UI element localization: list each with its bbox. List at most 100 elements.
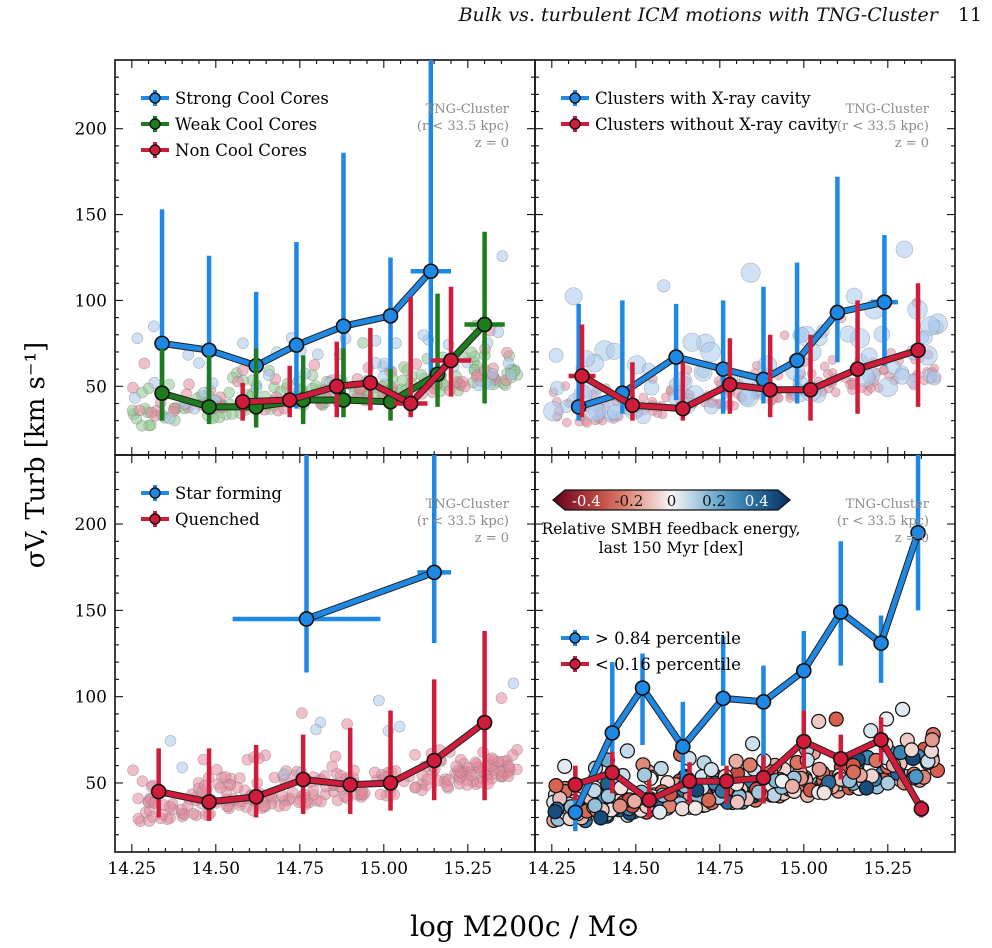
background-scatter-point <box>128 392 141 404</box>
panel-top-left <box>154 60 505 428</box>
legend-label: < 0.16 percentile <box>595 655 741 674</box>
legend-label: Star forming <box>175 484 282 503</box>
data-point <box>722 376 738 393</box>
data-point <box>681 773 698 790</box>
data-point <box>382 308 399 324</box>
series-line <box>158 720 487 805</box>
panel-annotation: TNG-Cluster <box>846 102 930 117</box>
background-scatter-point <box>894 368 911 385</box>
background-scatter-point <box>557 758 573 775</box>
background-scatter-point <box>132 792 144 805</box>
background-scatter-point <box>331 794 344 807</box>
background-scatter-point <box>561 417 572 428</box>
data-point <box>328 378 345 395</box>
series-quenched <box>150 631 493 821</box>
background-scatter-point <box>183 378 195 391</box>
panel-annotation: z = 0 <box>475 136 509 151</box>
colorbar: -0.4 -0.2 0 0.2 0.4 Relative SMBH feedback en… <box>542 489 801 557</box>
series-clusters-with-x-ray-cavity <box>570 176 898 421</box>
y-tick-label: 200 <box>75 515 107 535</box>
data-point <box>154 335 170 352</box>
panel-annotation: z = 0 <box>475 531 509 546</box>
x-tick-label: 14.25 <box>107 859 156 879</box>
background-scatter-point <box>373 694 385 707</box>
data-point <box>795 733 812 750</box>
background-scatter-point <box>548 347 564 363</box>
background-scatter-point <box>828 711 844 727</box>
background-scatter-point <box>131 332 144 345</box>
background-scatter-point <box>164 800 176 813</box>
data-point <box>604 764 621 781</box>
frames-layer <box>114 59 956 853</box>
colorbar-bar <box>551 489 792 511</box>
background-scatter-point <box>626 793 643 809</box>
background-scatter-point <box>880 775 896 791</box>
x-tick-label: 14.50 <box>611 859 660 879</box>
background-scatter-point <box>548 777 564 794</box>
background-scatter-point <box>469 756 482 769</box>
background-scatter-point <box>465 769 477 781</box>
background-scatter-point <box>845 287 863 305</box>
scatter-cloud-tl <box>126 250 524 432</box>
background-scatter-point <box>214 782 227 794</box>
series-0-84-percentile <box>567 455 926 832</box>
background-scatter-point <box>878 377 898 398</box>
legend-label: Clusters with X-ray cavity <box>595 89 811 108</box>
legend-marker <box>569 92 581 104</box>
data-point <box>849 361 866 377</box>
panel-annotation: (r < 33.5 kpc) <box>837 514 929 529</box>
data-point <box>715 690 731 707</box>
data-point <box>201 794 217 810</box>
background-scatter-point <box>132 812 145 825</box>
legend-label: Non Cool Cores <box>175 141 307 160</box>
background-scatter-point <box>486 368 499 380</box>
background-scatter-point <box>374 788 387 801</box>
legend-marker <box>569 118 581 130</box>
data-point <box>154 385 170 401</box>
background-scatter-point <box>729 794 746 810</box>
background-scatter-point <box>619 743 636 759</box>
background-scatter-point <box>742 757 758 773</box>
data-point <box>426 564 443 581</box>
background-scatter-point <box>501 346 513 359</box>
series-star-forming <box>232 455 451 673</box>
background-scatter-point <box>133 404 146 417</box>
data-point <box>426 752 443 769</box>
series-line <box>305 570 436 622</box>
background-scatter-point <box>311 348 324 361</box>
panel-frame-br <box>534 454 956 853</box>
data-point <box>248 788 264 805</box>
colorbar-label: Relative SMBH feedback energy, <box>542 520 801 538</box>
panel-annotation: TNG-Cluster <box>426 497 510 512</box>
background-scatter-point <box>926 370 942 386</box>
data-point <box>234 393 251 410</box>
legend-label: Strong Cool Cores <box>175 89 329 108</box>
background-scatter-point <box>547 804 563 820</box>
background-scatter-point <box>635 409 651 425</box>
colorbar-tick-label: -0.2 <box>614 492 643 510</box>
data-point <box>624 397 641 413</box>
background-scatter-point <box>329 750 342 763</box>
panel-annotation: (r < 33.5 kpc) <box>417 514 509 529</box>
y-tick-label: 50 <box>85 377 107 397</box>
background-scatter-point <box>450 760 462 773</box>
background-scatter-point <box>701 792 717 808</box>
background-scatter-point <box>496 250 509 262</box>
background-scatter-point <box>138 357 151 370</box>
background-scatter-point <box>687 800 704 816</box>
axis-layer: 50 100 150 200 50 100 150 200 14.25 14.50 14.75 15.… <box>21 120 912 943</box>
background-scatter-point <box>924 732 940 748</box>
data-point <box>476 714 493 731</box>
x-tick-label: 15.25 <box>863 859 912 879</box>
data-point <box>402 395 419 412</box>
background-scatter-point <box>472 379 485 392</box>
legend-marker <box>569 632 581 644</box>
data-point <box>668 349 684 365</box>
data-point <box>795 662 812 679</box>
background-scatter-point <box>657 279 671 293</box>
data-point <box>789 352 805 369</box>
background-scatter-point <box>396 374 409 387</box>
colorbar-tick-label: 0.4 <box>745 492 769 510</box>
legend-marker <box>149 118 161 130</box>
